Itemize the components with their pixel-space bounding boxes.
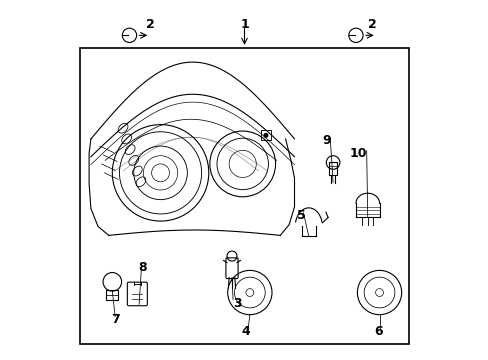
Bar xyxy=(106,291,118,300)
Text: 8: 8 xyxy=(138,261,147,274)
Text: 2: 2 xyxy=(146,18,155,31)
Bar xyxy=(261,130,270,140)
Text: 9: 9 xyxy=(322,134,330,147)
Text: 4: 4 xyxy=(242,325,250,338)
Bar xyxy=(80,48,408,344)
Text: 6: 6 xyxy=(373,325,382,338)
Text: 5: 5 xyxy=(297,209,305,222)
Text: 10: 10 xyxy=(349,147,367,160)
Text: 1: 1 xyxy=(240,18,248,31)
Circle shape xyxy=(263,133,268,138)
Bar xyxy=(328,162,336,175)
Text: 2: 2 xyxy=(367,18,376,31)
Text: 3: 3 xyxy=(233,297,241,310)
Text: 7: 7 xyxy=(111,313,120,326)
